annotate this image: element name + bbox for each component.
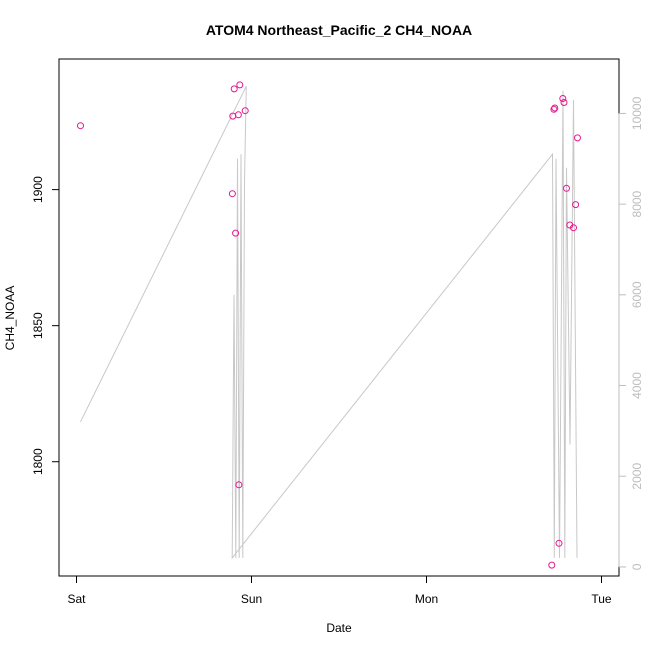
x-axis: Sat Sun Mon Tue: [67, 575, 612, 606]
x-tick-label: Sun: [241, 592, 262, 606]
x-tick-label: Mon: [415, 592, 438, 606]
data-point: [563, 184, 570, 192]
y-tick-label: 1850: [31, 312, 45, 339]
data-point: [555, 539, 563, 547]
points-series: [77, 81, 581, 569]
x-tick-label: Sat: [67, 592, 86, 606]
y2-tick-label: 10000: [630, 96, 644, 130]
y-axis-label: CH4_NOAA: [3, 286, 17, 351]
x-axis-label: Date: [326, 621, 352, 635]
y-axis-left: 1800 1850 1900: [31, 176, 60, 475]
data-point: [228, 190, 236, 198]
line-series: [80, 85, 578, 560]
data-point: [232, 229, 240, 237]
y2-tick-label: 4000: [630, 372, 644, 399]
x-tick-label: Tue: [591, 592, 612, 606]
y-tick-label: 1900: [31, 176, 45, 203]
y-tick-label: 1800: [31, 448, 45, 475]
y2-tick-label: 2000: [630, 463, 644, 490]
data-point: [550, 105, 558, 113]
data-point: [572, 201, 580, 209]
data-point: [548, 561, 556, 569]
data-point: [560, 99, 568, 106]
data-point: [77, 122, 84, 130]
data-point: [574, 134, 581, 142]
data-point: [235, 481, 243, 489]
data-point: [236, 81, 244, 89]
series-line: [80, 85, 578, 560]
plot-area: [58, 58, 620, 577]
chart-title: ATOM4 Northeast_Pacific_2 CH4_NOAA: [206, 22, 472, 38]
data-point: [570, 224, 577, 232]
y-axis-right: 0 2000 4000 6000 8000 10000: [618, 96, 644, 570]
y2-tick-label: 8000: [630, 190, 644, 217]
data-point: [234, 111, 242, 119]
data-point: [230, 85, 238, 93]
data-point: [551, 104, 559, 112]
y2-tick-label: 0: [630, 563, 644, 570]
y2-tick-label: 6000: [630, 281, 644, 308]
data-point: [241, 107, 249, 115]
data-point: [559, 95, 567, 102]
